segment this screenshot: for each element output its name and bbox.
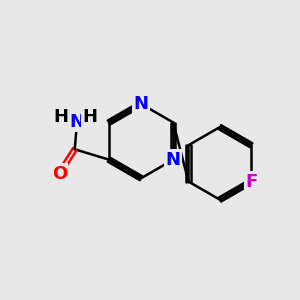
Text: H: H: [53, 108, 68, 126]
Text: N: N: [134, 95, 148, 113]
Text: N: N: [166, 151, 181, 169]
Text: H: H: [82, 108, 97, 126]
Text: O: O: [52, 165, 67, 183]
Text: N: N: [70, 113, 85, 131]
Text: F: F: [245, 172, 257, 190]
